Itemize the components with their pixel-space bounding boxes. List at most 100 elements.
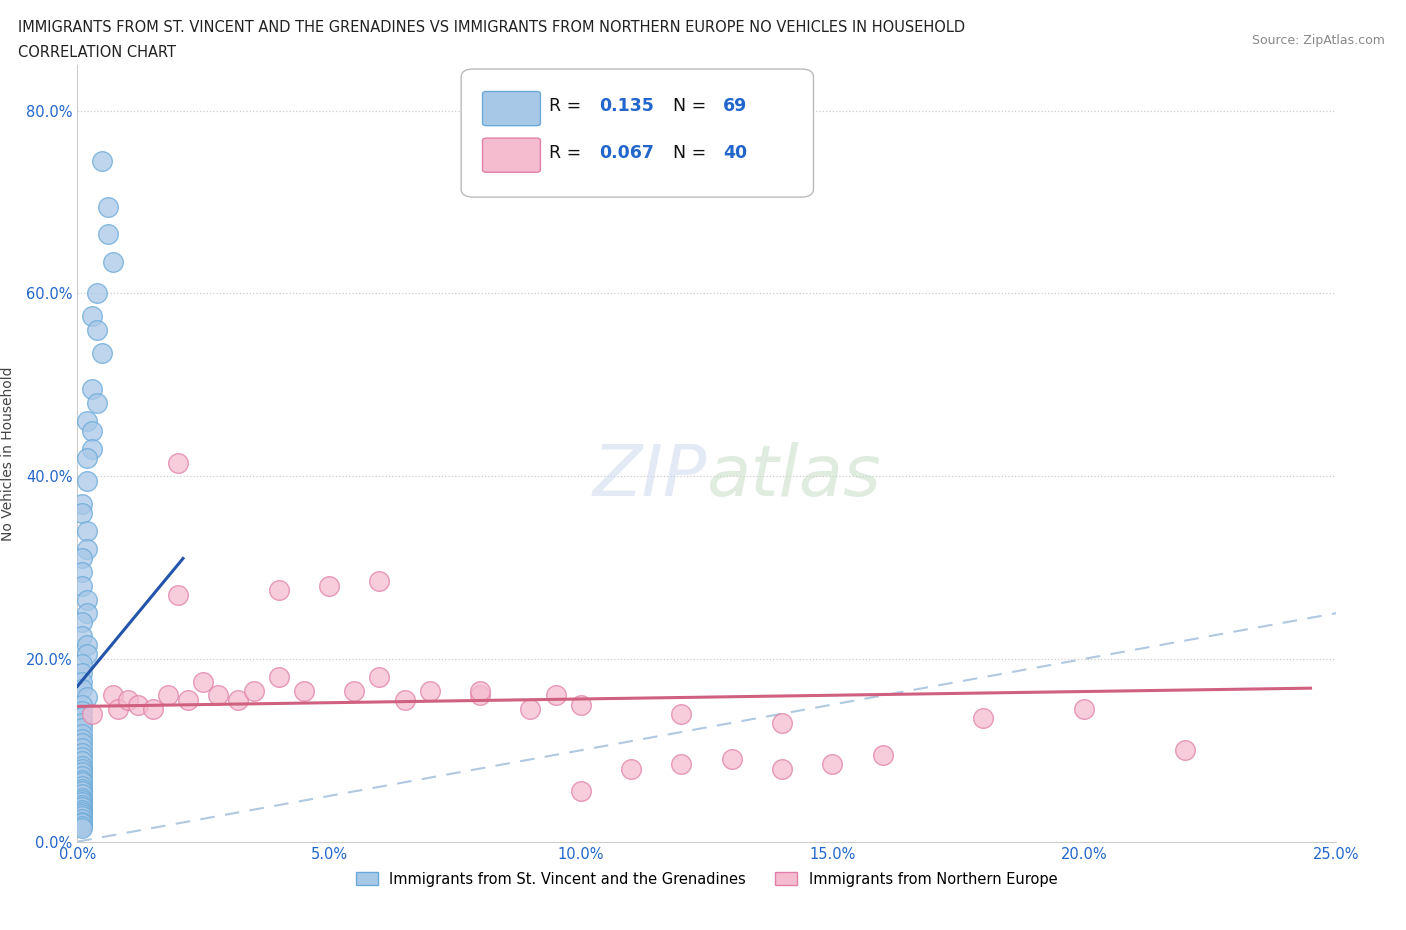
Point <box>76 524 98 538</box>
Point <box>228 693 250 708</box>
Point <box>72 818 94 833</box>
Point <box>91 153 114 168</box>
Point <box>292 684 315 698</box>
Point <box>107 702 129 717</box>
Point <box>72 781 94 796</box>
Point <box>96 199 118 214</box>
Point <box>72 656 94 671</box>
Point <box>569 698 592 712</box>
Point <box>872 748 894 763</box>
Point <box>207 688 229 703</box>
Point <box>620 761 643 776</box>
Point <box>671 757 693 772</box>
Text: 69: 69 <box>723 98 747 115</box>
Point <box>72 505 94 520</box>
Point <box>419 684 441 698</box>
Point <box>127 698 149 712</box>
Point <box>72 764 94 779</box>
Point <box>468 688 491 703</box>
Legend: Immigrants from St. Vincent and the Grenadines, Immigrants from Northern Europe: Immigrants from St. Vincent and the Gren… <box>350 866 1063 893</box>
Point <box>72 665 94 680</box>
Text: Source: ZipAtlas.com: Source: ZipAtlas.com <box>1251 34 1385 47</box>
FancyBboxPatch shape <box>482 91 540 126</box>
Point <box>821 757 844 772</box>
Point <box>72 565 94 579</box>
Point <box>368 574 391 589</box>
Point <box>76 542 98 557</box>
Point <box>972 711 994 725</box>
Point <box>72 775 94 790</box>
Point <box>72 804 94 819</box>
Point <box>72 784 94 799</box>
Point <box>72 792 94 807</box>
Point <box>72 704 94 719</box>
Point <box>76 605 98 620</box>
Point <box>76 647 98 662</box>
Point <box>82 442 104 457</box>
Point <box>72 787 94 802</box>
FancyBboxPatch shape <box>461 69 814 197</box>
Text: R =: R = <box>550 144 586 162</box>
Point <box>267 670 290 684</box>
Point <box>82 706 104 721</box>
Point <box>720 752 742 767</box>
Text: atlas: atlas <box>707 442 882 512</box>
Point <box>770 761 793 776</box>
Point <box>569 784 592 799</box>
Point <box>76 414 98 429</box>
Point <box>72 816 94 830</box>
Point <box>72 629 94 644</box>
Point <box>167 588 190 603</box>
Point <box>72 820 94 835</box>
Point <box>82 309 104 324</box>
Text: N =: N = <box>672 144 711 162</box>
Point <box>76 450 98 465</box>
Point <box>96 227 118 242</box>
Point <box>72 798 94 813</box>
Point <box>72 808 94 823</box>
Point <box>76 592 98 607</box>
Point <box>72 778 94 793</box>
Point <box>72 682 94 697</box>
Point <box>72 811 94 826</box>
Point <box>72 795 94 810</box>
Point <box>72 754 94 769</box>
Point <box>242 684 264 698</box>
Point <box>671 706 693 721</box>
Point <box>519 702 541 717</box>
Point <box>72 715 94 730</box>
Point <box>468 684 491 698</box>
Point <box>72 674 94 689</box>
Point <box>91 345 114 360</box>
Point <box>343 684 366 698</box>
Point <box>167 455 190 470</box>
Text: CORRELATION CHART: CORRELATION CHART <box>18 45 176 60</box>
Point <box>394 693 416 708</box>
Point <box>76 473 98 488</box>
Point <box>72 726 94 741</box>
Point <box>72 758 94 773</box>
Point <box>72 732 94 747</box>
Y-axis label: No Vehicles in Household: No Vehicles in Household <box>1 366 14 540</box>
Point <box>72 497 94 512</box>
Point <box>72 768 94 783</box>
Point <box>544 688 567 703</box>
Point <box>72 814 94 829</box>
Point <box>72 803 94 817</box>
Point <box>72 551 94 565</box>
Point <box>267 583 290 598</box>
Text: ZIP: ZIP <box>592 442 707 512</box>
Point <box>72 721 94 736</box>
Point <box>318 578 340 593</box>
Point <box>368 670 391 684</box>
Point <box>770 715 793 730</box>
Point <box>72 750 94 764</box>
Point <box>1073 702 1095 717</box>
Point <box>72 761 94 776</box>
Point <box>72 772 94 787</box>
Point <box>117 693 139 708</box>
Point <box>177 693 200 708</box>
Point <box>72 790 94 805</box>
FancyBboxPatch shape <box>482 138 540 172</box>
Point <box>82 382 104 397</box>
